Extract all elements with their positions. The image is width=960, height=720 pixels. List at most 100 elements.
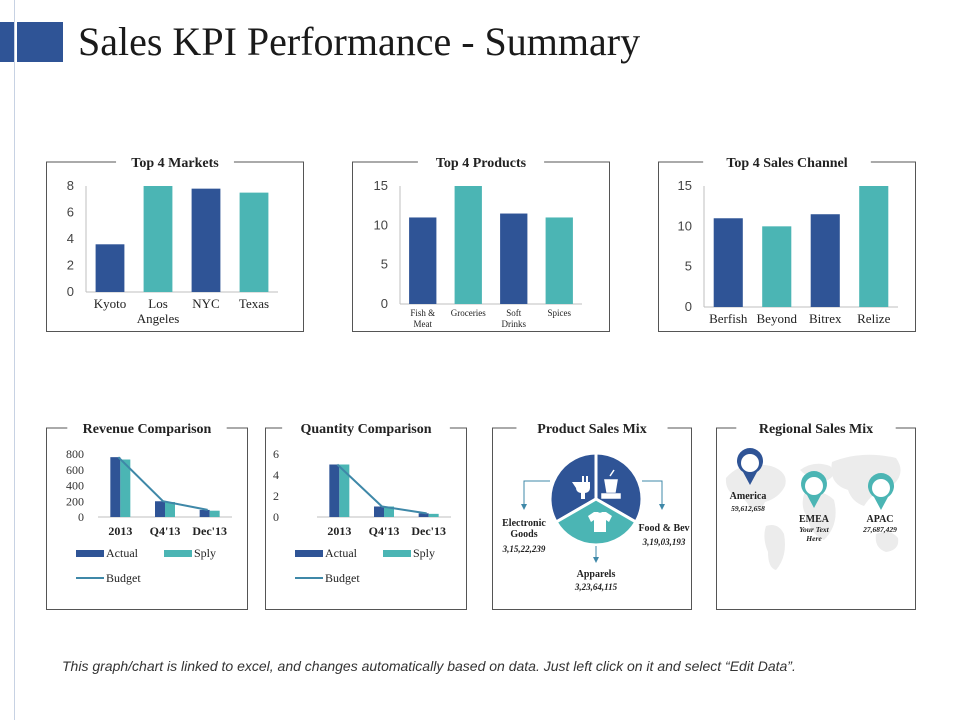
y-tick-label: 15 xyxy=(678,178,692,193)
world-map-landmass xyxy=(764,525,785,570)
shirt-icon xyxy=(588,512,612,532)
panel-frame xyxy=(492,427,692,610)
bar-sply xyxy=(165,502,175,517)
x-tick-label: Dec'13 xyxy=(192,524,227,538)
bar-sply xyxy=(120,459,131,517)
slice-value: 3,23,64,115 xyxy=(574,582,618,592)
x-tick-label: Kyoto xyxy=(94,296,127,311)
bar-actual xyxy=(155,501,165,517)
y-tick-label: 200 xyxy=(66,494,84,508)
panel-title: Top 4 Markets xyxy=(131,156,219,171)
bar-sply xyxy=(209,510,220,517)
region-value: 59,612,658 xyxy=(731,504,765,513)
budget-line xyxy=(336,463,427,515)
slice-label: Food & Bev xyxy=(638,523,689,534)
bar xyxy=(859,186,889,307)
connector-line xyxy=(523,480,550,506)
slice-label: Electronic Goods xyxy=(502,518,546,540)
y-tick-label: 800 xyxy=(66,447,84,461)
slice-value: 3,19,03,193 xyxy=(642,537,686,547)
bar-actual xyxy=(374,506,384,517)
x-tick-label: Relize xyxy=(857,311,890,326)
bar-actual xyxy=(329,464,340,517)
y-tick-label: 600 xyxy=(66,463,84,477)
x-tick-label: 2013 xyxy=(327,524,351,538)
title-accent-block xyxy=(0,22,14,62)
panel-title: Product Sales Mix xyxy=(537,422,646,437)
x-tick-label: Spices xyxy=(548,308,572,318)
bar-actual xyxy=(110,457,121,517)
plug-icon xyxy=(572,476,590,499)
x-tick-label: Q4'13 xyxy=(150,524,181,538)
x-tick-label: 2013 xyxy=(108,524,132,538)
location-pin-center xyxy=(741,454,759,472)
legend-label: Sply xyxy=(413,546,435,560)
bar-sply xyxy=(339,464,350,517)
bar xyxy=(762,226,792,307)
y-tick-label: 8 xyxy=(67,178,74,193)
x-tick-label: Texas xyxy=(239,296,269,311)
y-tick-label: 5 xyxy=(381,257,388,272)
panel-frame xyxy=(46,427,248,610)
panel-title: Top 4 Sales Channel xyxy=(726,156,847,171)
budget-line xyxy=(117,456,208,511)
region-value: 27,687,429 xyxy=(862,525,897,534)
bar xyxy=(143,186,173,292)
top-products-chart[interactable]: Top 4 Products 0 5 10 15 Fish & Meat Groceries S… xyxy=(352,152,610,332)
bar xyxy=(239,192,269,292)
x-tick-label: Soft Drinks xyxy=(502,308,527,329)
y-tick-label: 0 xyxy=(67,284,74,299)
legend-label: Actual xyxy=(106,546,139,560)
legend-label: Budget xyxy=(325,571,360,585)
x-tick-label: Q4'13 xyxy=(369,524,400,538)
y-tick-label: 15 xyxy=(374,178,388,193)
panel-frame xyxy=(352,161,610,332)
y-tick-label: 400 xyxy=(66,479,84,493)
location-pin-center xyxy=(872,479,890,497)
y-tick-label: 10 xyxy=(374,217,388,232)
y-tick-label: 2 xyxy=(67,258,74,273)
slice-label: Apparels xyxy=(577,569,616,580)
x-tick-label: NYC xyxy=(192,296,219,311)
x-tick-label: Beyond xyxy=(757,311,798,326)
top-markets-chart[interactable]: Top 4 Markets 0 2 4 6 8 Kyoto Los Angeles NYC Texa… xyxy=(46,152,304,332)
bar-sply xyxy=(428,513,439,517)
y-tick-label: 10 xyxy=(678,218,692,233)
bar-actual xyxy=(418,513,429,517)
connector-line xyxy=(642,480,663,506)
y-tick-label: 4 xyxy=(67,231,74,246)
location-pin-center xyxy=(805,477,823,495)
bar xyxy=(409,217,437,304)
bar xyxy=(713,218,743,307)
regional-sales-mix-map[interactable]: Regional Sales Mix America 59,612,658 EMEAY… xyxy=(716,418,916,610)
bar xyxy=(454,186,482,304)
bar-sply xyxy=(384,506,394,517)
legend-swatch-sply xyxy=(164,550,192,557)
region-name: EMEA xyxy=(799,514,830,525)
region-name: APAC xyxy=(866,514,893,525)
y-tick-label: 0 xyxy=(685,299,692,314)
world-map-landmass xyxy=(802,492,836,540)
panel-frame xyxy=(46,161,304,332)
bar xyxy=(95,244,125,292)
region-name: America xyxy=(730,491,767,502)
y-tick-label: 0 xyxy=(78,510,84,524)
world-map-landmass xyxy=(831,454,901,506)
food-icon xyxy=(601,469,621,499)
y-tick-label: 2 xyxy=(273,489,279,503)
legend-label: Budget xyxy=(106,571,141,585)
x-tick-label: Los Angeles xyxy=(137,296,180,326)
y-tick-label: 0 xyxy=(381,296,388,311)
product-sales-mix-chart[interactable]: Product Sales Mix Electronic Goods 3,15,22,… xyxy=(492,418,692,610)
quantity-comparison-chart[interactable]: Quantity Comparison 0 2 4 6 2013 Q4'13 Dec'13 Ac… xyxy=(265,418,467,610)
legend-label: Actual xyxy=(325,546,358,560)
x-tick-label: Dec'13 xyxy=(411,524,446,538)
legend-label: Sply xyxy=(194,546,216,560)
legend-swatch-sply xyxy=(383,550,411,557)
top-sales-channel-chart[interactable]: Top 4 Sales Channel 0 5 10 15 Berfish Beyond Bi… xyxy=(658,152,916,332)
panel-frame xyxy=(658,161,916,332)
slice-value: 3,15,22,239 xyxy=(502,544,546,554)
bar-actual xyxy=(199,509,210,517)
legend-swatch-actual xyxy=(76,550,104,557)
